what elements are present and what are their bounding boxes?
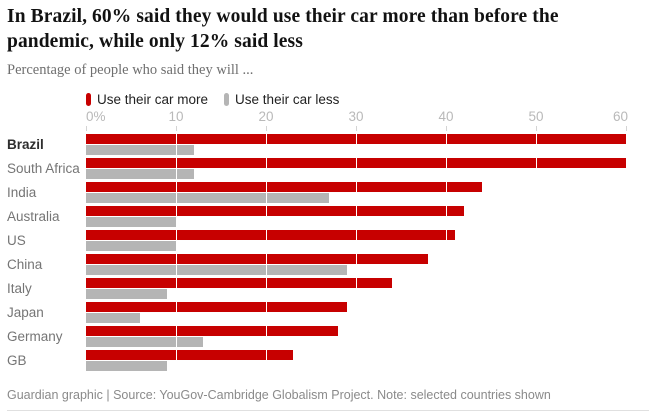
- bar-more-australia: [86, 206, 464, 216]
- x-axis-tick: [626, 126, 627, 131]
- country-label-south-africa: South Africa: [7, 160, 80, 176]
- bar-more-germany: [86, 326, 338, 336]
- gridline: [266, 133, 267, 372]
- legend-item-use-more: Use their car more: [86, 92, 208, 107]
- x-axis-tick: [446, 126, 447, 131]
- bar-more-japan: [86, 302, 347, 312]
- x-axis-label: 60: [612, 109, 628, 124]
- bar-more-india: [86, 182, 482, 192]
- legend-label-more: Use their car more: [97, 92, 209, 107]
- x-axis-tick: [176, 126, 177, 131]
- bar-less-italy: [86, 289, 167, 299]
- x-axis-label: 50: [528, 109, 544, 124]
- x-axis-label: 40: [438, 109, 454, 124]
- chart-subtitle: Percentage of people who said they will …: [7, 62, 254, 78]
- legend-swatch-more-icon: [86, 93, 91, 106]
- source-note: Guardian graphic | Source: YouGov-Cambri…: [7, 388, 551, 402]
- country-label-brazil: Brazil: [7, 136, 44, 152]
- bar-less-japan: [86, 313, 140, 323]
- bar-less-brazil: [86, 145, 194, 155]
- legend-label-less: Use their car less: [235, 92, 340, 107]
- x-axis-tick: [356, 126, 357, 131]
- x-axis-label: 10: [168, 109, 184, 124]
- x-axis-tick: [86, 126, 87, 131]
- bar-more-gb: [86, 350, 293, 360]
- bar-more-italy: [86, 278, 392, 288]
- x-axis-tick: [536, 126, 537, 131]
- country-label-germany: Germany: [7, 328, 63, 344]
- gridline: [536, 133, 537, 372]
- x-axis-label: 20: [258, 109, 274, 124]
- x-axis-label: 30: [348, 109, 364, 124]
- bar-less-india: [86, 193, 329, 203]
- legend-item-use-less: Use their car less: [224, 92, 339, 107]
- country-label-australia: Australia: [7, 208, 60, 224]
- bar-less-germany: [86, 337, 203, 347]
- bar-less-us: [86, 241, 176, 251]
- gridline: [626, 133, 627, 372]
- bar-less-gb: [86, 361, 167, 371]
- country-label-us: US: [7, 232, 26, 248]
- bar-less-australia: [86, 217, 176, 227]
- country-label-china: China: [7, 256, 43, 272]
- bar-more-us: [86, 230, 455, 240]
- bar-less-south-africa: [86, 169, 194, 179]
- chart-title: In Brazil, 60% said they would use their…: [7, 6, 559, 52]
- bottom-rule: [7, 410, 649, 411]
- bar-less-china: [86, 265, 347, 275]
- country-label-italy: Italy: [7, 280, 32, 296]
- legend: Use their car more Use their car less: [86, 92, 339, 107]
- country-label-japan: Japan: [7, 304, 44, 320]
- bar-more-china: [86, 254, 428, 264]
- gridline: [446, 133, 447, 372]
- country-label-gb: GB: [7, 352, 27, 368]
- x-axis-label: 0%: [86, 109, 106, 124]
- gridline: [356, 133, 357, 372]
- gridline: [176, 133, 177, 372]
- x-axis-tick: [266, 126, 267, 131]
- country-label-india: India: [7, 184, 37, 200]
- legend-swatch-less-icon: [224, 93, 230, 106]
